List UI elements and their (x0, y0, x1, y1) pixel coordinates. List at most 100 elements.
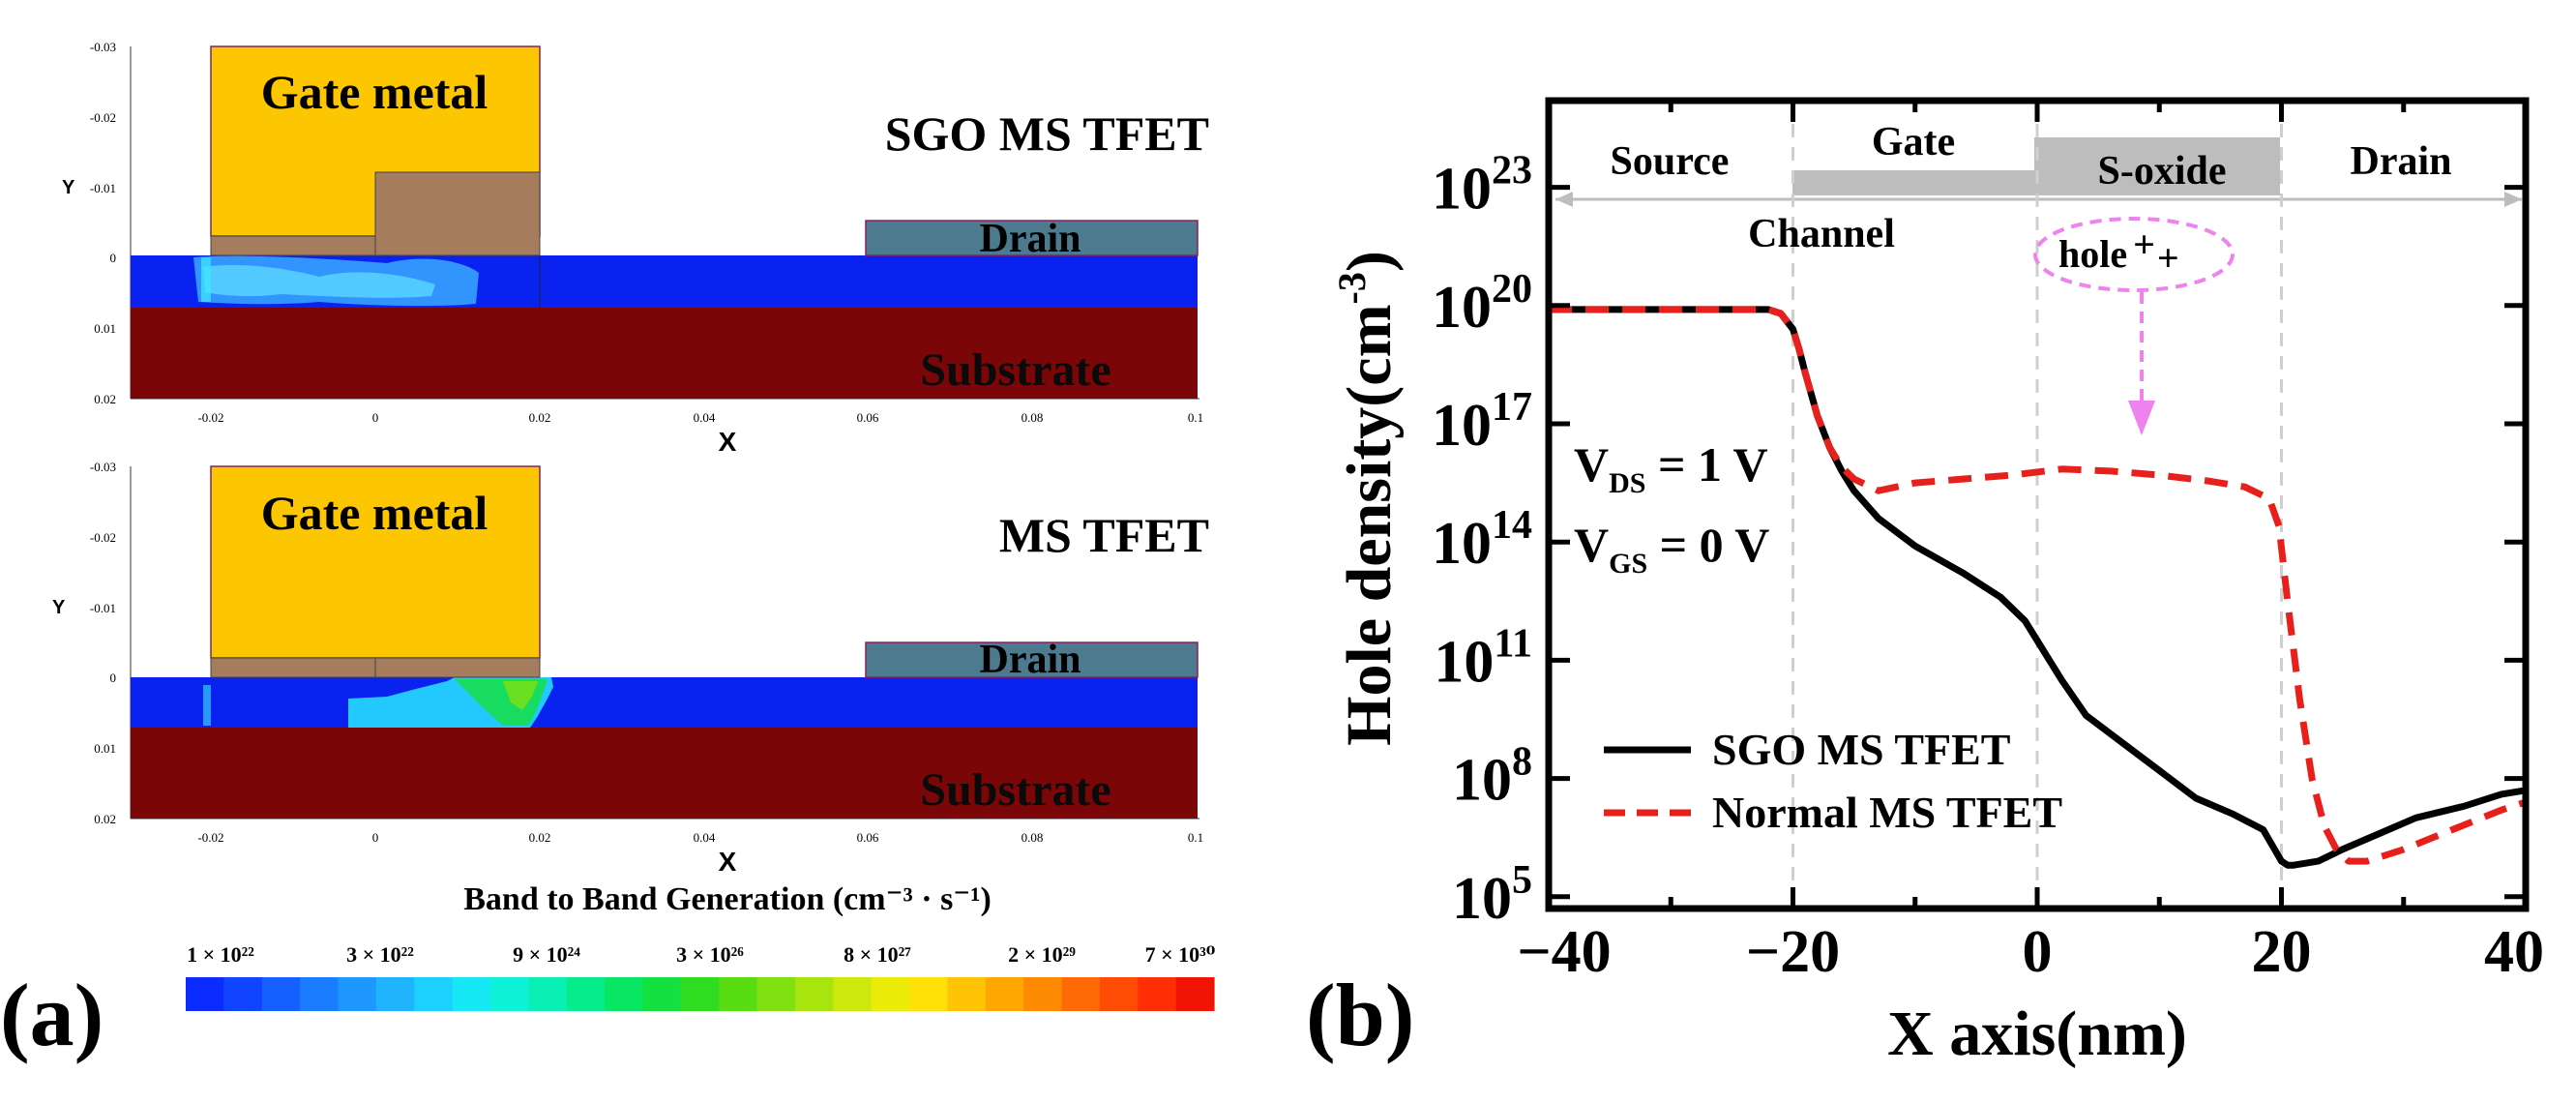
x-tick-label: 0.1 (1188, 410, 1203, 425)
colorbar-cell (186, 977, 224, 1011)
substrate-label: Substrate (920, 764, 1110, 816)
gate-metal-label: Gate metal (261, 486, 489, 540)
colorbar-tick-label: 9 × 10²⁴ (513, 942, 580, 967)
colorbar-cell (1175, 977, 1215, 1011)
x-tick-label: -0.02 (197, 830, 223, 845)
colorbar-cell (528, 977, 568, 1011)
colorbar-cell (338, 977, 377, 1011)
hole-annotation-text: hole ++ (2058, 223, 2179, 280)
colorbar-cell (642, 977, 682, 1011)
x-tick-label: 0 (372, 410, 379, 425)
bias-subscript: DS (1609, 467, 1645, 499)
y-tick-label: 0.02 (94, 392, 116, 406)
colorbar-cell (261, 977, 301, 1011)
colorbar-cell (452, 977, 491, 1011)
x-axis-label: X (719, 427, 737, 457)
device-plot-sgo: -0.03 -0.02 -0.01 0 0.01 0.02 Y Gate met… (62, 40, 1209, 457)
hole-density-chart: Source Gate S-oxide Drain 105 108 1011 1014… (1330, 97, 2544, 1069)
x-tick-label: 0.08 (1022, 830, 1044, 845)
y-axis-label: Y (62, 177, 75, 198)
y-tick-label: -0.01 (90, 601, 116, 615)
y-axis-title-sup: -3 (1330, 272, 1374, 304)
channel-region (131, 677, 1198, 728)
x-axis-title: X axis(nm) (1887, 999, 2187, 1069)
y-tick-label: -0.02 (90, 530, 116, 545)
bias-label-vds: VDS = 1 V (1574, 437, 1768, 499)
region-label-s-oxide: S-oxide (2097, 149, 2226, 194)
stepped-gate-oxide (374, 171, 541, 256)
y-tick-label: 1011 (1434, 621, 1532, 695)
region-label-drain: Drain (2351, 139, 2452, 184)
colorbar-tick-label: 7 × 10³⁰ (1145, 942, 1216, 967)
arrow-right-icon (2504, 192, 2522, 207)
colorbar-cell (566, 977, 606, 1011)
colorbar-cell (375, 977, 415, 1011)
generation-hotspot (503, 681, 538, 710)
colorbar-cell (719, 977, 758, 1011)
series-line-sgo (1549, 306, 2527, 869)
region-label-source: Source (1611, 139, 1730, 184)
device-title: MS TFET (999, 508, 1209, 562)
y-tick-label: 1017 (1432, 385, 1532, 459)
bias-symbol: V (1574, 518, 1609, 572)
s-oxide-block (2034, 137, 2280, 195)
x-tick-label: 0.04 (694, 410, 716, 425)
x-tick-label: 0.06 (857, 830, 879, 845)
colorbar: Band to Band Generation (cm⁻³ · s⁻¹) 1 ×… (186, 881, 1216, 1011)
colorbar-cell (223, 977, 263, 1011)
y-tick-label: 0.02 (94, 812, 116, 826)
legend-label-sgo: SGO MS TFET (1712, 725, 2010, 774)
y-tick-label: 108 (1452, 740, 1532, 814)
y-tick-label: 1020 (1432, 267, 1532, 341)
hole-annotation-ellipse (2033, 217, 2235, 292)
x-tick-label: 0.08 (1022, 410, 1044, 425)
colorbar-cell (909, 977, 949, 1011)
y-tick-label: -0.03 (90, 40, 116, 54)
x-tick-label: −40 (1517, 919, 1611, 985)
y-tick-label: 105 (1452, 858, 1532, 932)
colorbar-title: Band to Band Generation (cm⁻³ · s⁻¹) (463, 881, 992, 917)
region-label-gate: Gate (1872, 120, 1955, 164)
colorbar-cell (1138, 977, 1177, 1011)
generation-hotspot (203, 264, 435, 298)
hole-label: hole (2058, 232, 2127, 276)
x-tick-label: 0.06 (857, 410, 879, 425)
y-tick-label: 0.01 (94, 321, 116, 336)
colorbar-tick-label: 3 × 10²² (346, 942, 414, 967)
gate-oxide (374, 657, 541, 678)
colorbar-cell (985, 977, 1024, 1011)
x-tick-label: 0.02 (529, 410, 551, 425)
device-title: SGO MS TFET (885, 106, 1209, 161)
colorbar-cell (871, 977, 910, 1011)
colorbar-cell (1023, 977, 1063, 1011)
x-tick-label: 20 (2252, 919, 2312, 985)
panel-label-a: (a) (0, 966, 104, 1064)
colorbar-tick-label: 8 × 10²⁷ (844, 942, 911, 967)
y-tick-label: -0.03 (90, 460, 116, 474)
colorbar-cell (1061, 977, 1101, 1011)
drain-contact (865, 220, 1199, 256)
arrow-left-icon (1555, 192, 1573, 207)
y-axis-title-text: Hole density(cm (1334, 304, 1405, 745)
gate-oxide (210, 235, 376, 256)
drain-label: Drain (980, 217, 1081, 261)
legend: SGO MS TFET Normal MS TFET (1604, 725, 2062, 837)
colorbar-tick-label: 2 × 10²⁹ (1008, 942, 1076, 967)
gate-bar (1792, 170, 2034, 195)
colorbar-cell (794, 977, 834, 1011)
x-tick-label: 0.02 (529, 830, 551, 845)
y-tick-label: 1023 (1432, 149, 1532, 223)
plus-icon: + (2133, 223, 2155, 266)
x-tick-label: 40 (2484, 919, 2544, 985)
generation-hotspot (203, 685, 211, 726)
colorbar-cell (300, 977, 340, 1011)
bias-symbol: V (1574, 437, 1609, 492)
series-line-normal (1549, 306, 2528, 865)
legend-label-normal: Normal MS TFET (1712, 788, 2062, 837)
x-tick-label: 0.1 (1188, 830, 1203, 845)
x-tick-label: 0.04 (694, 830, 716, 845)
y-tick-label: 0 (110, 671, 117, 685)
colorbar-cell (605, 977, 644, 1011)
y-tick-label: 0 (110, 251, 117, 265)
